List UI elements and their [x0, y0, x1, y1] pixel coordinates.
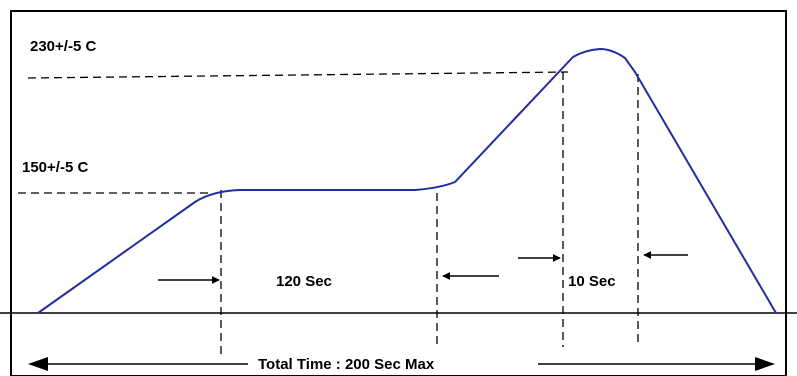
peak-temp-label: 230+/-5 C [30, 38, 96, 55]
total-time-label: Total Time : 200 Sec Max [258, 356, 435, 373]
soak-temp-label: 150+/-5 C [22, 159, 88, 176]
peak-time-label: 10 Sec [568, 273, 616, 290]
temperature-profile-curve [37, 47, 777, 314]
soak-time-label: 120 Sec [276, 273, 332, 290]
peak-temp-reference-line [27, 71, 569, 79]
diagram-frame [10, 10, 787, 376]
